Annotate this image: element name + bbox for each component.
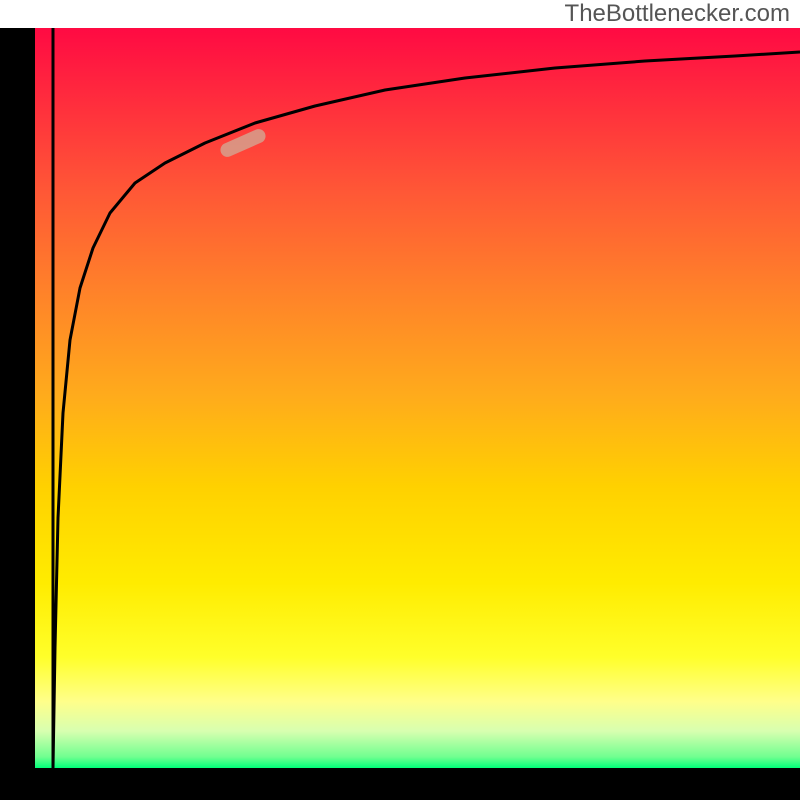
bottleneck-curve — [53, 28, 800, 768]
plot-overlay — [35, 28, 800, 768]
axis-bottom-border — [0, 768, 800, 800]
curve-marker — [218, 127, 268, 159]
axis-left-border — [0, 28, 35, 800]
chart-canvas: TheBottlenecker.com — [0, 0, 800, 800]
attribution-text: TheBottlenecker.com — [565, 0, 790, 28]
